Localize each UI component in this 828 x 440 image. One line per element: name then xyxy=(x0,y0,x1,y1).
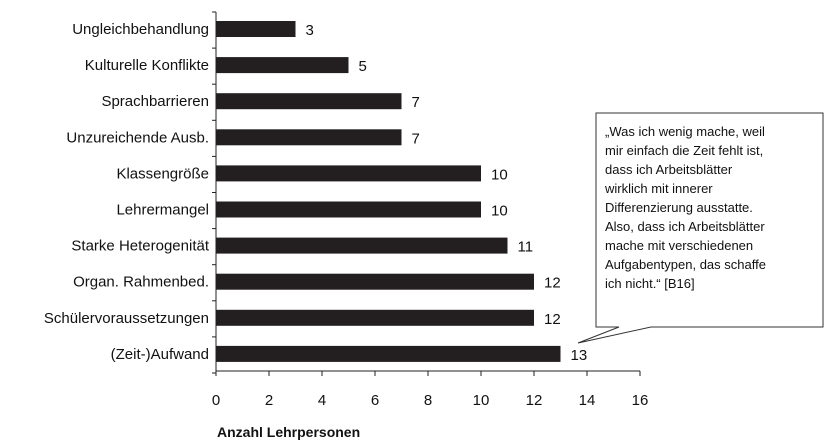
callout-text-line: dass ich Arbeitsblätter xyxy=(605,162,733,177)
callout-text-line: ich nicht.“ [B16] xyxy=(605,276,695,291)
category-label: Ungleichbehandlung xyxy=(72,21,209,38)
bar xyxy=(216,237,508,254)
callout-text-line: „Was ich wenig mache, weil xyxy=(605,124,765,139)
x-tick-label: 4 xyxy=(318,392,326,409)
category-label: Sprachbarrieren xyxy=(101,93,209,110)
bar xyxy=(216,309,534,326)
value-label: 10 xyxy=(491,203,508,220)
value-label: 12 xyxy=(544,275,561,292)
value-label: 10 xyxy=(491,166,508,183)
x-tick-label: 10 xyxy=(473,392,490,409)
value-label: 13 xyxy=(571,347,588,364)
category-label: Schülervoraussetzungen xyxy=(44,310,209,327)
bar xyxy=(216,21,296,37)
x-tick-label: 0 xyxy=(212,392,220,409)
bar xyxy=(216,201,481,218)
callout-text-line: Aufgabentypen, das schaffe xyxy=(605,257,766,272)
value-label: 7 xyxy=(412,130,420,147)
callout-text-line: Also, dass ich Arbeitsblätter xyxy=(605,219,765,234)
category-label: Klassengröße xyxy=(116,165,209,182)
x-axis-title: Anzahl Lehrpersonen xyxy=(217,424,360,440)
category-label: (Zeit-)Aufwand xyxy=(111,346,209,363)
category-label: Kulturelle Konflikte xyxy=(85,57,209,74)
bar xyxy=(216,93,402,110)
bars-layer: 3 5 7 7 10 10 11 12 12 13 xyxy=(216,21,587,364)
value-label: 5 xyxy=(359,58,367,75)
bar xyxy=(216,57,349,74)
callout-bubble xyxy=(577,112,824,344)
callout-text-line: mache mit verschiedenen xyxy=(605,238,753,253)
value-label: 12 xyxy=(544,311,561,328)
x-tick-label: 2 xyxy=(265,392,273,409)
bar xyxy=(216,129,402,146)
quote-callout: „Was ich wenig mache, weil mir einfach di… xyxy=(577,112,824,344)
bar xyxy=(216,345,561,362)
category-label: Starke Heterogenität xyxy=(71,238,209,255)
x-tick-label: 16 xyxy=(632,392,649,409)
category-label: Unzureichende Ausb. xyxy=(66,129,209,146)
callout-text-line: Differenzierung ausstatte. xyxy=(605,200,753,215)
category-label: Lehrermangel xyxy=(116,202,209,219)
axes-layer: Ungleichbehandlung Kulturelle Konflikte Sp… xyxy=(44,11,649,409)
x-tick-label: 12 xyxy=(526,392,543,409)
bar xyxy=(216,273,534,290)
bar xyxy=(216,165,481,182)
callout-text-line: mir einfach die Zeit fehlt ist, xyxy=(605,143,763,158)
x-tick-label: 6 xyxy=(371,392,379,409)
x-tick-label: 14 xyxy=(579,392,596,409)
category-label: Organ. Rahmenbed. xyxy=(73,274,209,291)
callout-text-line: wirklich mit innerer xyxy=(604,181,713,196)
x-tick-label: 8 xyxy=(424,392,432,409)
value-label: 3 xyxy=(306,22,314,39)
value-label: 11 xyxy=(518,239,534,256)
value-label: 7 xyxy=(412,94,420,111)
